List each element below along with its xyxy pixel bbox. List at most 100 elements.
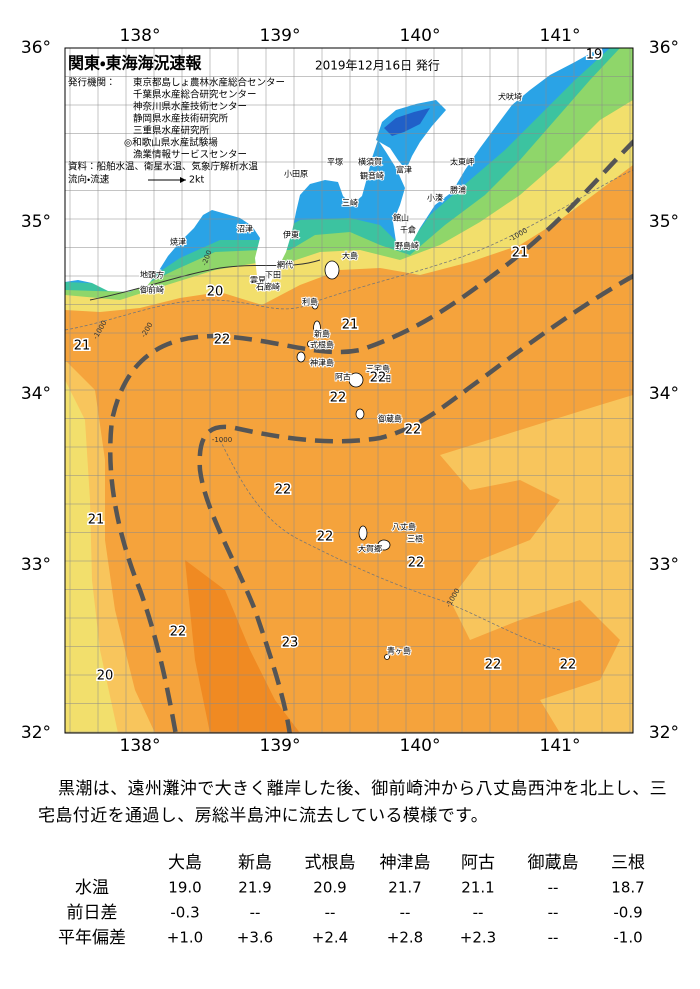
place-name: 八丈島: [392, 522, 416, 532]
table-cell: 18.7: [611, 879, 644, 897]
tokyo-bay: [376, 100, 446, 170]
isotherm-label: 22: [275, 483, 292, 498]
table-cell: --: [473, 904, 484, 922]
table-cell: +3.6: [237, 929, 273, 947]
issuer: ◎和歌山県水産試験場: [124, 137, 218, 149]
table-cell: -1.0: [613, 929, 642, 947]
depth-label: -1000: [212, 436, 232, 444]
island: [313, 320, 321, 336]
place-name: 富津: [396, 165, 412, 175]
island: [384, 654, 390, 660]
lon-label: 138°: [120, 736, 161, 756]
table-cell: 20.9: [313, 879, 346, 897]
row-label: 前日差: [67, 903, 118, 923]
place-name: 御蔵島: [378, 414, 402, 424]
column-header: 阿古: [461, 853, 495, 873]
place-name: 三根: [407, 534, 423, 544]
isotherm-label: 22: [485, 658, 502, 673]
legend-arrowhead: [180, 177, 186, 183]
islands: [296, 260, 391, 660]
lat-label: 36°: [649, 38, 679, 58]
place-name: 小田原: [284, 170, 308, 179]
island: [377, 539, 391, 551]
place-name: 焼津: [170, 237, 186, 247]
issuer: 神奈川県水産技術センター: [133, 101, 247, 113]
isotherm-label: 21: [88, 513, 105, 528]
place-name: 網代: [277, 260, 293, 270]
lon-label: 141°: [540, 736, 581, 756]
isotherm-label: 21: [512, 246, 529, 261]
place-name: 神津島: [310, 358, 334, 368]
column-header: 大島: [168, 853, 202, 873]
row-label: 平年偏差: [58, 928, 126, 948]
place-name: 坪田: [375, 375, 391, 384]
issue-date: 2019年12月16日 発行: [315, 59, 440, 73]
place-name: 横須賀: [358, 157, 382, 167]
lon-label: 138°: [120, 26, 161, 46]
lon-label: 141°: [540, 26, 581, 46]
depth-contour: [65, 169, 633, 331]
place-name: 犬吠埼: [498, 92, 522, 102]
table-cell: +2.3: [460, 929, 496, 947]
place-name: 平塚: [327, 158, 343, 167]
isotherm-label: 22: [408, 556, 425, 571]
isotherm-label: 22: [370, 371, 387, 386]
issuer: 三重県水産研究所: [133, 125, 210, 137]
table-cell: --: [548, 879, 559, 897]
table-cell: --: [548, 904, 559, 922]
lat-label: 32°: [21, 723, 51, 743]
legend-label: 流向・流速: [68, 174, 110, 186]
issuer: 静岡県水産技術研究所: [133, 113, 229, 125]
issuer: 東京都島しょ農林水産総合センター: [133, 77, 285, 89]
isotherm-label: 19: [586, 48, 603, 63]
map-title: 関東・東海海況速報: [68, 54, 202, 73]
place-name: 新島: [314, 329, 330, 339]
column-header: 式根島: [305, 853, 356, 873]
table-cell: -0.3: [170, 904, 199, 922]
lat-label: 34°: [21, 384, 51, 404]
kuroshio-path: [108, 138, 633, 733]
table-cell: 21.9: [238, 879, 271, 897]
table-cell: +1.0: [167, 929, 203, 947]
isotherm-label: 22: [330, 391, 347, 406]
table-cell: -0.9: [613, 904, 642, 922]
isotherm-label: 21: [342, 318, 359, 333]
place-name: 下田: [265, 271, 281, 280]
cool-water: [65, 380, 118, 733]
depth-contour: [219, 439, 561, 651]
island: [324, 260, 340, 280]
column-header: 三根: [611, 853, 645, 873]
place-name: 野島崎: [395, 241, 419, 251]
island: [296, 351, 306, 363]
coordinate-labels: 138° 138° 139° 139° 140° 140° 141° 141° 36° 36° 35…: [21, 26, 679, 756]
island: [355, 408, 365, 420]
place-name: 三崎: [342, 198, 358, 208]
table-cell: 21.7: [388, 879, 421, 897]
light-water: [440, 395, 633, 733]
lat-label: 32°: [649, 723, 679, 743]
table-cell: +2.8: [387, 929, 423, 947]
isotherm-label: 20: [97, 669, 114, 684]
lat-label: 33°: [649, 555, 679, 575]
place-name: 大賀郷: [358, 544, 382, 554]
place-name: 石廊崎: [256, 282, 280, 292]
row-label: 水温: [75, 878, 109, 898]
issuer-label: 発行機関：: [68, 77, 116, 89]
place-name: 地頭方: [140, 270, 164, 280]
isotherm-label: 22: [405, 423, 422, 438]
place-name: 阿古: [335, 372, 351, 382]
isotherm-label: 22: [170, 625, 187, 640]
lat-label: 33°: [21, 555, 51, 575]
isotherm-label: 21: [74, 339, 91, 354]
kuroshio-path: [197, 273, 633, 733]
isotherm-label: 20: [207, 285, 224, 300]
table-cell: --: [548, 929, 559, 947]
place-name: 館山: [393, 213, 409, 223]
isotherm-label: 22: [560, 658, 577, 673]
coast-water: [384, 108, 430, 136]
lat-label: 35°: [21, 212, 51, 232]
